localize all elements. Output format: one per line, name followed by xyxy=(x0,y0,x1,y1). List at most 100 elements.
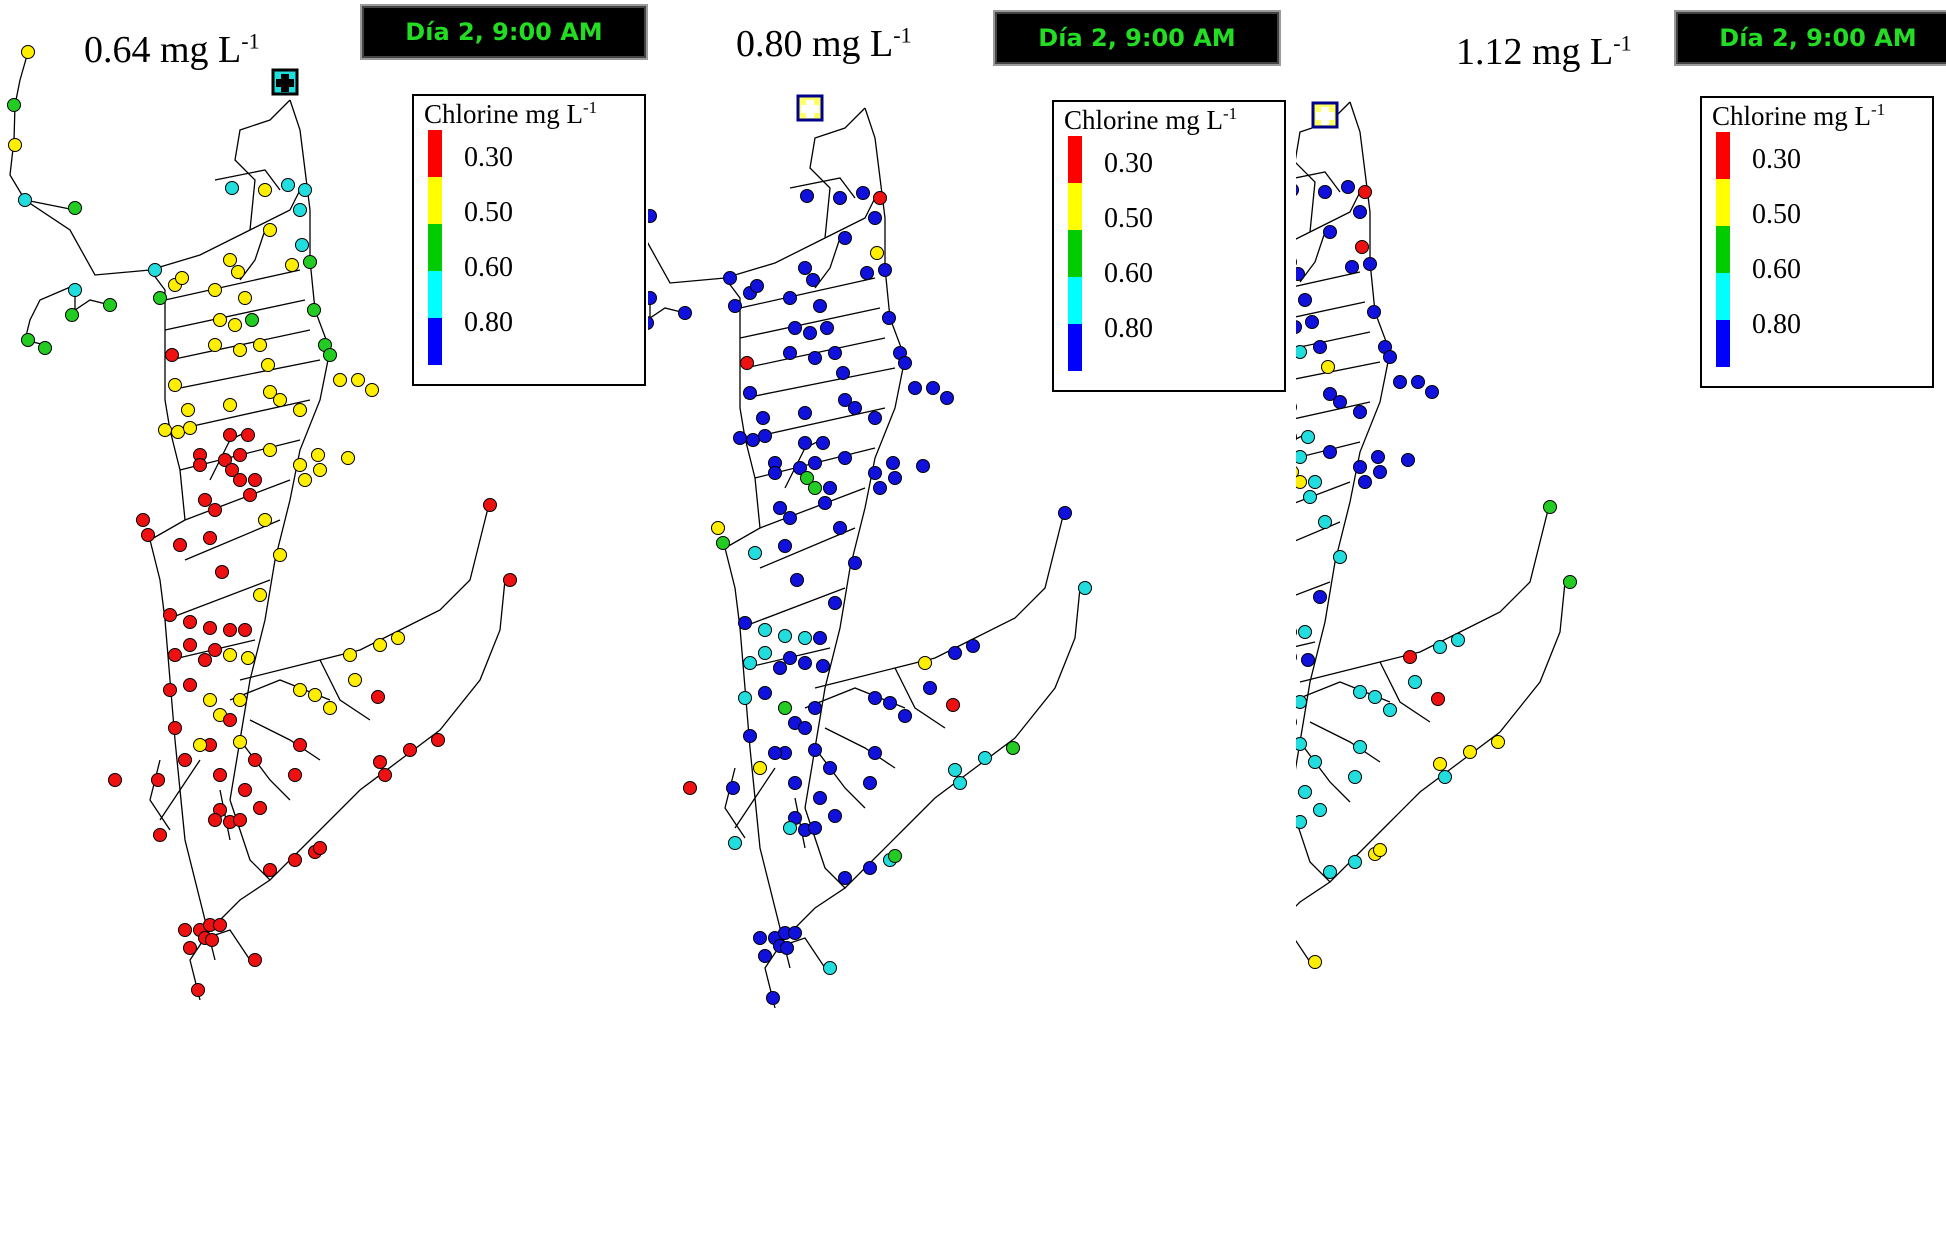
network-node xyxy=(1363,257,1377,271)
network-node xyxy=(783,346,797,360)
network-node xyxy=(756,411,770,425)
network-node xyxy=(1491,735,1505,749)
legend-swatch xyxy=(1716,226,1730,273)
pipe xyxy=(1296,581,1331,596)
network-node xyxy=(1333,550,1347,564)
pipe xyxy=(1299,231,1326,283)
network-node xyxy=(253,338,267,352)
legend-label-060: 0.60 xyxy=(1752,254,1801,285)
network-node xyxy=(868,466,882,480)
network-node xyxy=(882,311,896,325)
network-node xyxy=(141,528,155,542)
network-node xyxy=(341,451,355,465)
pipe xyxy=(164,299,306,331)
pipe xyxy=(1296,401,1371,420)
network-node xyxy=(648,316,654,330)
network-node xyxy=(165,348,179,362)
network-node xyxy=(193,738,207,752)
legend-swatch xyxy=(1068,277,1082,324)
pipe xyxy=(174,399,311,431)
network-map xyxy=(7,45,517,1001)
pipe xyxy=(739,307,881,339)
pipe xyxy=(794,797,806,849)
network-node xyxy=(823,961,837,975)
dose-label: 0.64 mg L-1 xyxy=(84,28,260,71)
network-node xyxy=(758,623,772,637)
network-node xyxy=(766,991,780,1005)
network-node xyxy=(403,743,417,757)
legend-label-050: 0.50 xyxy=(1104,203,1153,234)
pipe xyxy=(894,667,946,729)
network-node xyxy=(223,253,237,267)
network-node xyxy=(253,588,267,602)
network-node xyxy=(678,306,692,320)
pipe xyxy=(184,479,291,521)
legend-swatch xyxy=(1068,183,1082,230)
network-node xyxy=(1313,590,1327,604)
legend-label-050: 0.50 xyxy=(1752,199,1801,230)
network-node xyxy=(238,783,252,797)
network-node xyxy=(1408,675,1422,689)
legend-color-bar xyxy=(428,130,442,366)
network-node xyxy=(153,828,167,842)
network-node xyxy=(483,498,497,512)
network-node xyxy=(263,863,277,877)
network-node xyxy=(8,138,22,152)
network-node xyxy=(158,423,172,437)
network-node xyxy=(183,421,197,435)
network-node xyxy=(1296,345,1307,359)
network-node xyxy=(68,201,82,215)
network-node xyxy=(898,356,912,370)
network-node xyxy=(208,643,222,657)
legend-swatch xyxy=(1716,273,1730,320)
pipe xyxy=(169,359,321,391)
network-node xyxy=(1373,843,1387,857)
network-node xyxy=(1305,315,1319,329)
pipe xyxy=(1296,361,1381,380)
network-node xyxy=(343,648,357,662)
network-node xyxy=(313,841,327,855)
pipe xyxy=(159,759,201,821)
network-node xyxy=(1451,633,1465,647)
network-node xyxy=(1425,385,1439,399)
pipe xyxy=(759,487,866,529)
network-node xyxy=(168,648,182,662)
network-node xyxy=(223,398,237,412)
network-node xyxy=(18,193,32,207)
network-node xyxy=(238,623,252,637)
network-node xyxy=(808,456,822,470)
network-node xyxy=(293,458,307,472)
network-node xyxy=(1321,360,1335,374)
network-node xyxy=(746,433,760,447)
pipe xyxy=(164,579,271,621)
network-node xyxy=(281,178,295,192)
network-node xyxy=(1301,430,1315,444)
pipe xyxy=(1299,741,1351,803)
pipe xyxy=(734,767,776,829)
network-node xyxy=(203,693,217,707)
network-node xyxy=(1078,581,1092,595)
network-node xyxy=(198,493,212,507)
network-node xyxy=(178,753,192,767)
network-node xyxy=(1543,500,1557,514)
network-node xyxy=(863,861,877,875)
network-node xyxy=(1353,205,1367,219)
network-node xyxy=(181,403,195,417)
network-node xyxy=(778,539,792,553)
pipe xyxy=(1379,661,1431,723)
legend-label-030: 0.30 xyxy=(464,142,513,173)
network-node xyxy=(233,448,247,462)
network-node xyxy=(838,393,852,407)
network-node xyxy=(175,271,189,285)
network-node xyxy=(288,853,302,867)
network-node xyxy=(1323,225,1337,239)
pipe xyxy=(789,177,856,199)
pipe xyxy=(724,277,791,969)
network-node xyxy=(1296,184,1299,196)
network-node xyxy=(1367,305,1381,319)
network-node xyxy=(1323,387,1337,401)
network-node xyxy=(1296,267,1305,281)
simulation-time-display: Día 2, 9:00 AM xyxy=(360,4,648,60)
network-node xyxy=(783,651,797,665)
network-node xyxy=(888,471,902,485)
